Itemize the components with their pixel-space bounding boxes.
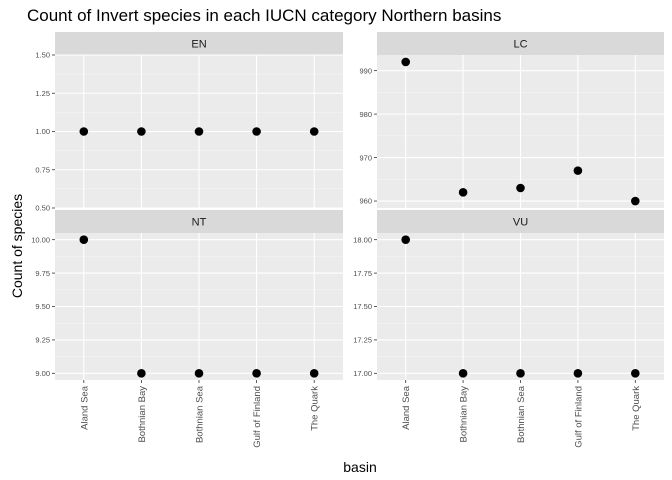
data-point [309,127,319,136]
facet-strip-label: VU [513,217,528,229]
data-point [401,235,411,244]
data-point [309,369,319,378]
data-point [516,183,525,193]
y-tick-label: 9.50 [35,302,50,311]
facet-strip-label: EN [191,39,206,51]
facet-lc: LC 960 970 980 990 [359,32,664,208]
y-axis-title: Count of species [9,194,25,298]
facet-strip [377,210,664,233]
y-tick-label: 990 [359,66,372,75]
data-point [573,166,583,175]
x-tick-label: The Quark [310,386,321,431]
data-point [631,369,640,378]
y-tick-label: 17.25 [353,336,372,345]
x-tick-label: Bothnian Sea [195,385,206,443]
y-tick-label: 0.75 [35,165,50,174]
y-tick-label: 1.00 [35,127,50,136]
x-axis-title: basin [343,459,376,475]
data-point [401,57,411,67]
y-tick-label: 9.75 [35,269,50,278]
x-tick-label: Bothnian Bay [137,386,148,443]
y-tick-label: 17.50 [353,302,372,311]
y-tick-label: 9.00 [35,369,50,378]
data-point [137,369,146,378]
x-tick-label: Bothnian Sea [516,385,527,443]
y-tick-label: 18.00 [353,235,372,244]
x-tick-label: The Quark [631,386,642,431]
data-point [458,369,468,378]
y-tick-label: 1.50 [35,51,50,60]
data-point [137,127,146,136]
chart-title: Count of Invert species in each IUCN cat… [27,6,501,25]
facet-nt: NT 9.00 9.25 9.50 9.75 10.00 Aland Sea Bothnian… [31,210,343,448]
data-point [252,127,261,136]
data-point [79,127,89,136]
y-tick-label: 9.25 [35,336,50,345]
x-tick-label: Gulf of Finland [573,386,584,448]
y-tick-label: 17.00 [353,369,372,378]
y-tick-label: 970 [359,153,372,162]
facet-panels: EN 0.50 0.75 1.00 1.25 1.50 LC 960 970 980 990 NT 9.… [31,32,664,448]
y-tick-label: 10.00 [31,235,50,244]
facet-en: EN 0.50 0.75 1.00 1.25 1.50 [35,32,343,213]
facet-strip-label: LC [513,39,527,51]
y-tick-label: 980 [359,110,372,119]
y-tick-label: 0.50 [35,204,50,213]
data-point [194,127,204,136]
facet-strip [55,32,343,55]
facet-strip [377,32,664,55]
x-tick-label: Aland Sea [79,385,90,430]
facet-strip [55,210,343,233]
x-tick-label: Bothnian Bay [459,386,470,443]
data-point [573,369,583,378]
x-tick-label: Aland Sea [401,385,412,430]
facet-strip-label: NT [192,217,207,229]
facet-vu: VU 17.00 17.25 17.50 17.75 18.00 Aland Sea Both… [353,210,664,448]
data-point [516,369,525,378]
data-point [631,196,640,206]
x-tick-label: Gulf of Finland [252,386,263,448]
data-point [458,188,468,197]
data-point [252,369,261,378]
data-point [194,369,204,378]
y-tick-label: 960 [359,197,372,206]
y-tick-label: 17.75 [353,269,372,278]
data-point [79,235,89,244]
y-tick-label: 1.25 [35,89,50,98]
